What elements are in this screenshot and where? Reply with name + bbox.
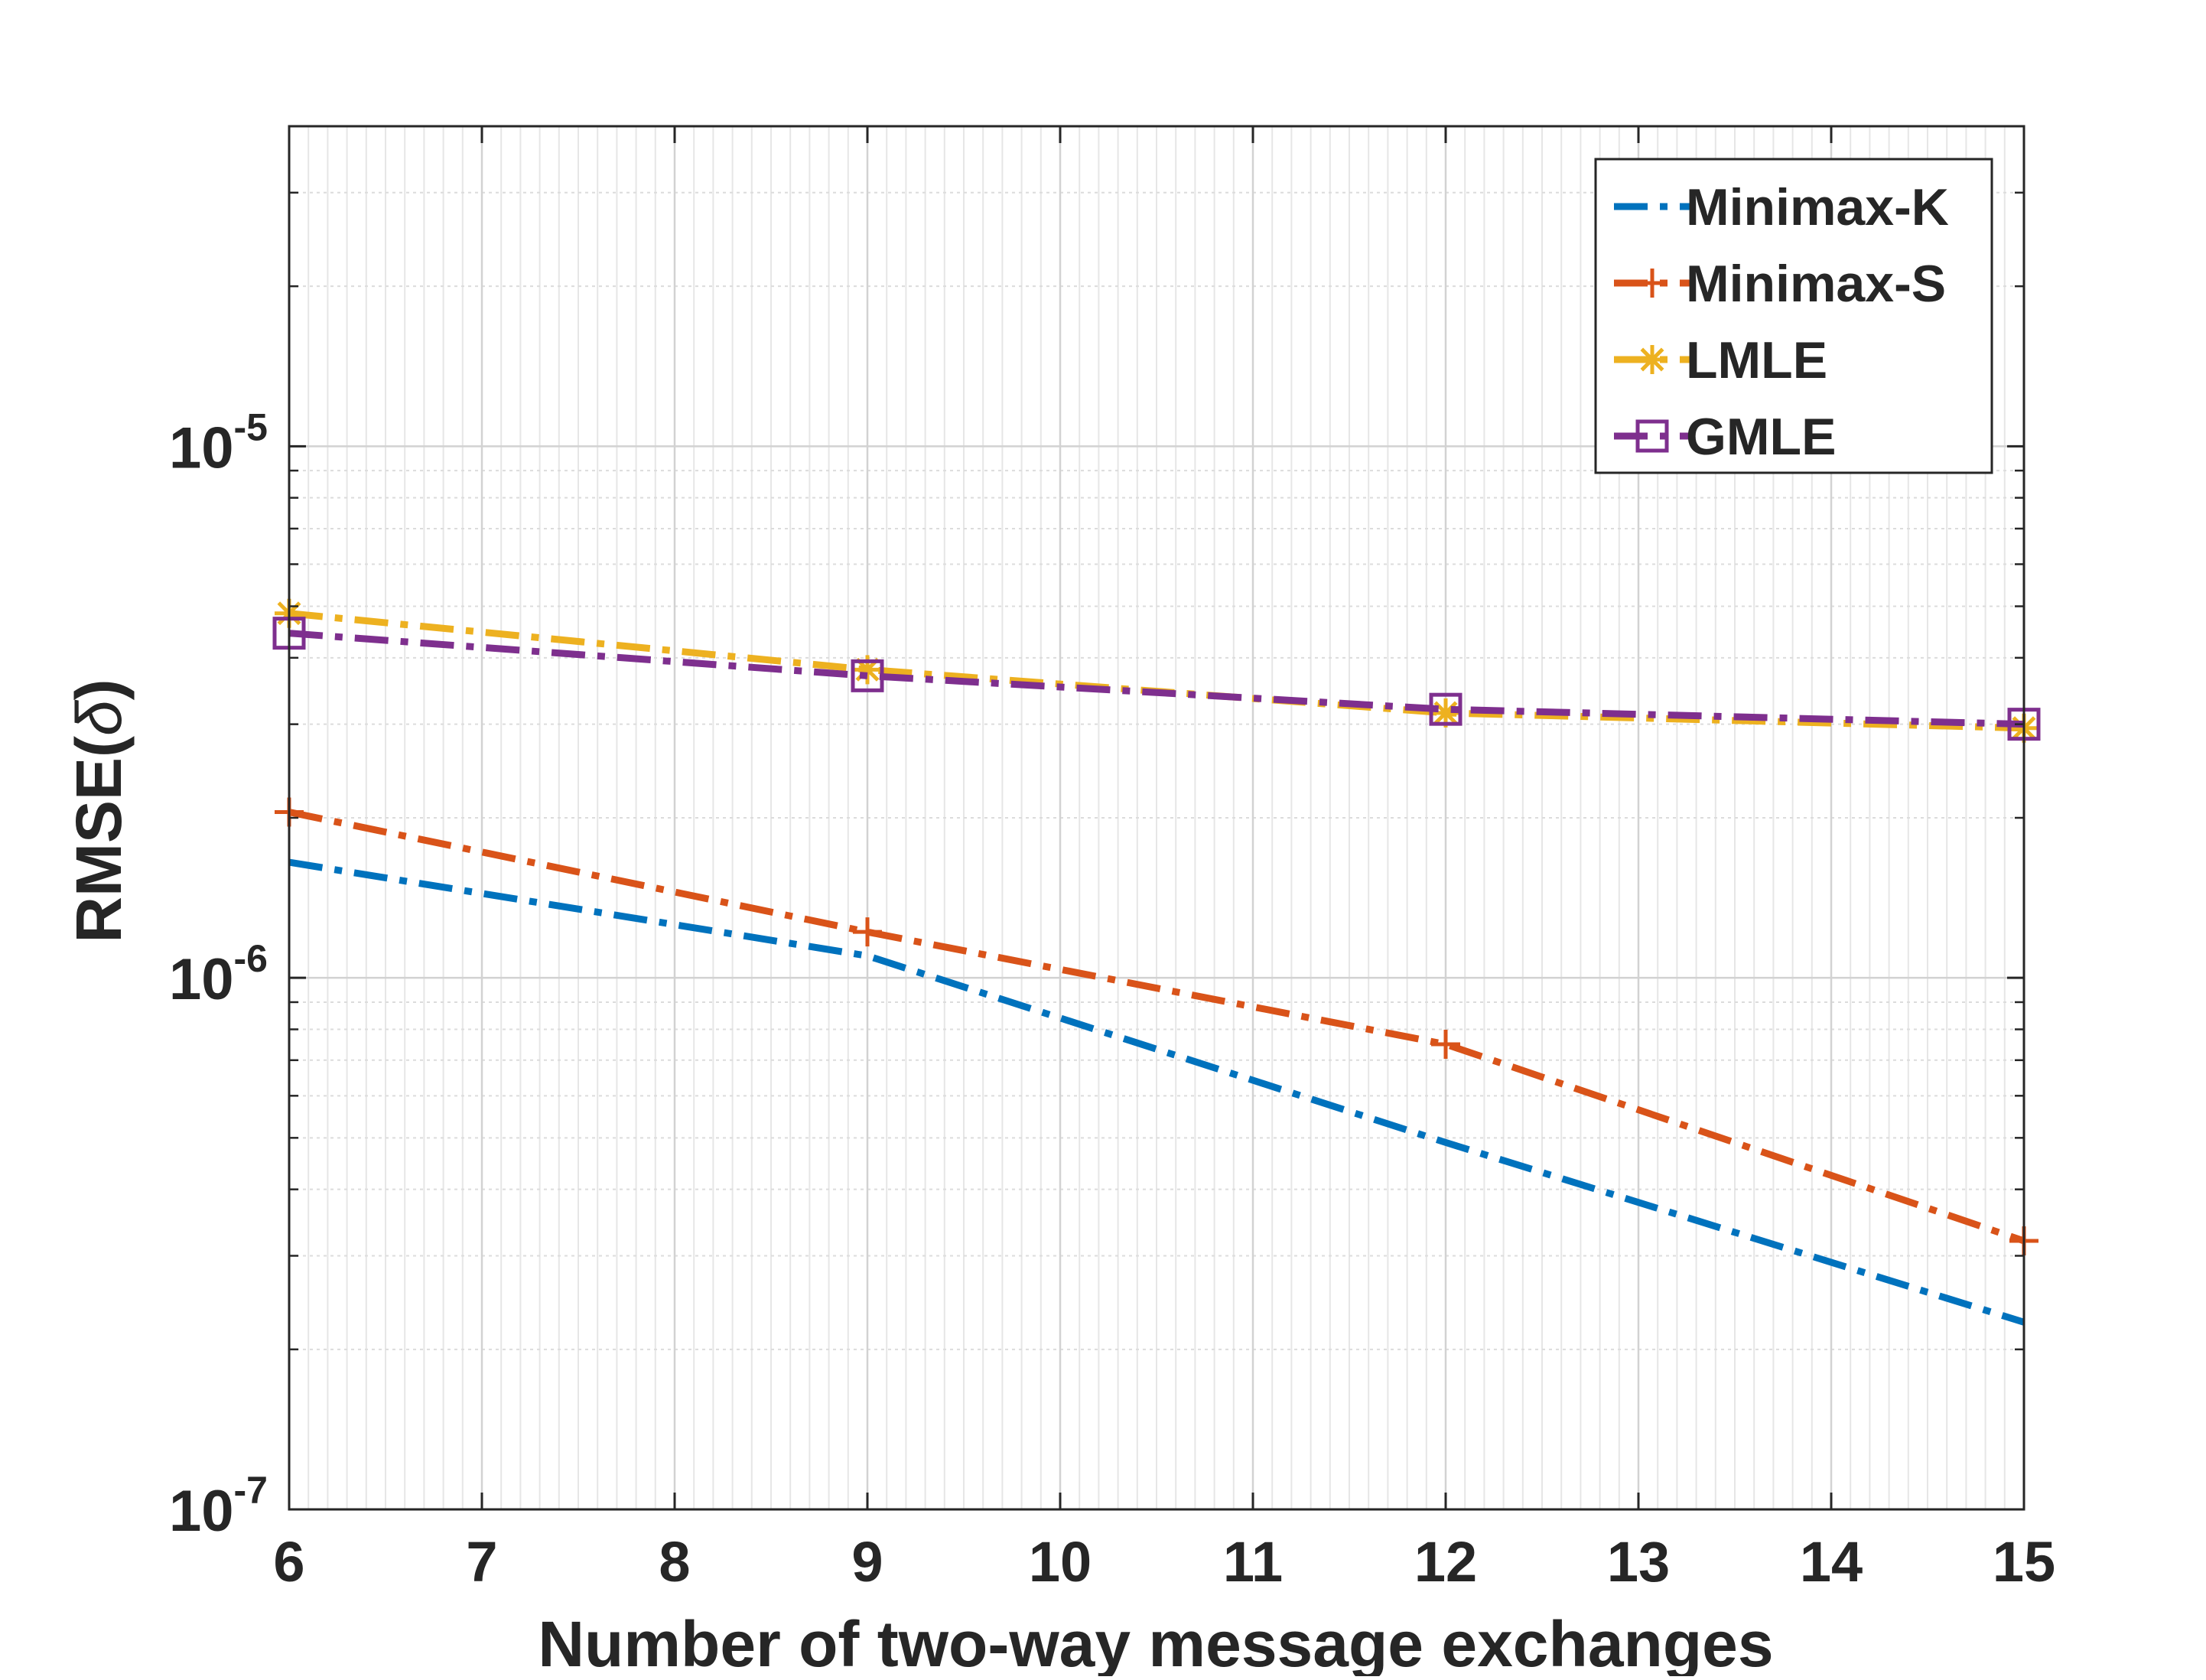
legend-label-minimax-k: Minimax-K [1686,178,1949,236]
data-point-lmle [853,655,882,685]
legend-marker-gmle [1635,419,1669,453]
y-axis-label: RMSE(δ) [63,679,135,943]
legend-label-minimax-s: Minimax-S [1686,255,1946,313]
legend-label-gmle: GMLE [1686,408,1836,466]
x-tick-label: 9 [851,1530,883,1594]
y-tick-label-exponent: -7 [234,1469,268,1512]
x-tick-label: 14 [1800,1530,1863,1594]
y-axis-label-main: RMSE( [63,736,135,943]
legend-marker-minimax-s [1638,269,1667,298]
y-tick-label: 10-5 [169,405,268,480]
x-tick-label: 7 [466,1530,497,1594]
data-point-gmle [1429,692,1463,726]
series-group [272,598,2041,1326]
legend-marker-lmle [1638,345,1667,374]
data-point-minimax-s [1431,1029,1460,1059]
y-tick-labels: 10-710-610-5 [169,405,268,1544]
x-tick-label: 12 [1414,1530,1477,1594]
x-tick-label: 15 [1993,1530,2055,1594]
y-tick-label-base: 10 [169,415,234,480]
series-line-minimax-s [288,809,2025,1245]
y-tick-label-exponent: -5 [234,405,268,448]
y-tick-label: 10-7 [169,1469,268,1544]
series-line-gmle [288,630,2025,728]
data-point-minimax-s [853,917,882,947]
series-line-minimax-k [288,858,2025,1326]
x-tick-label: 10 [1029,1530,1092,1594]
y-tick-label-exponent: -6 [234,937,268,980]
y-tick-label: 10-6 [169,937,268,1012]
y-tick-label-base: 10 [169,1479,234,1544]
x-tick-label: 11 [1223,1530,1283,1594]
x-tick-label: 8 [659,1530,690,1594]
data-point-gmle [851,659,884,692]
axes [288,125,2025,1511]
x-tick-label: 6 [273,1530,304,1594]
x-axis-label: Number of two-way message exchanges [538,1608,1773,1676]
y-tick-label-base: 10 [169,947,234,1012]
y-axis-label-close: ) [63,679,135,700]
x-tick-label: 13 [1607,1530,1670,1594]
data-point-lmle [1431,698,1460,728]
y-axis-label-symbol: δ [63,699,135,736]
x-tick-labels: 6 7 8 9 10 11 12 13 14 15 [273,1530,2055,1594]
legend: Minimax-K Minimax-S LMLE GMLE [1594,158,1993,474]
legend-label-lmle: LMLE [1686,331,1827,389]
